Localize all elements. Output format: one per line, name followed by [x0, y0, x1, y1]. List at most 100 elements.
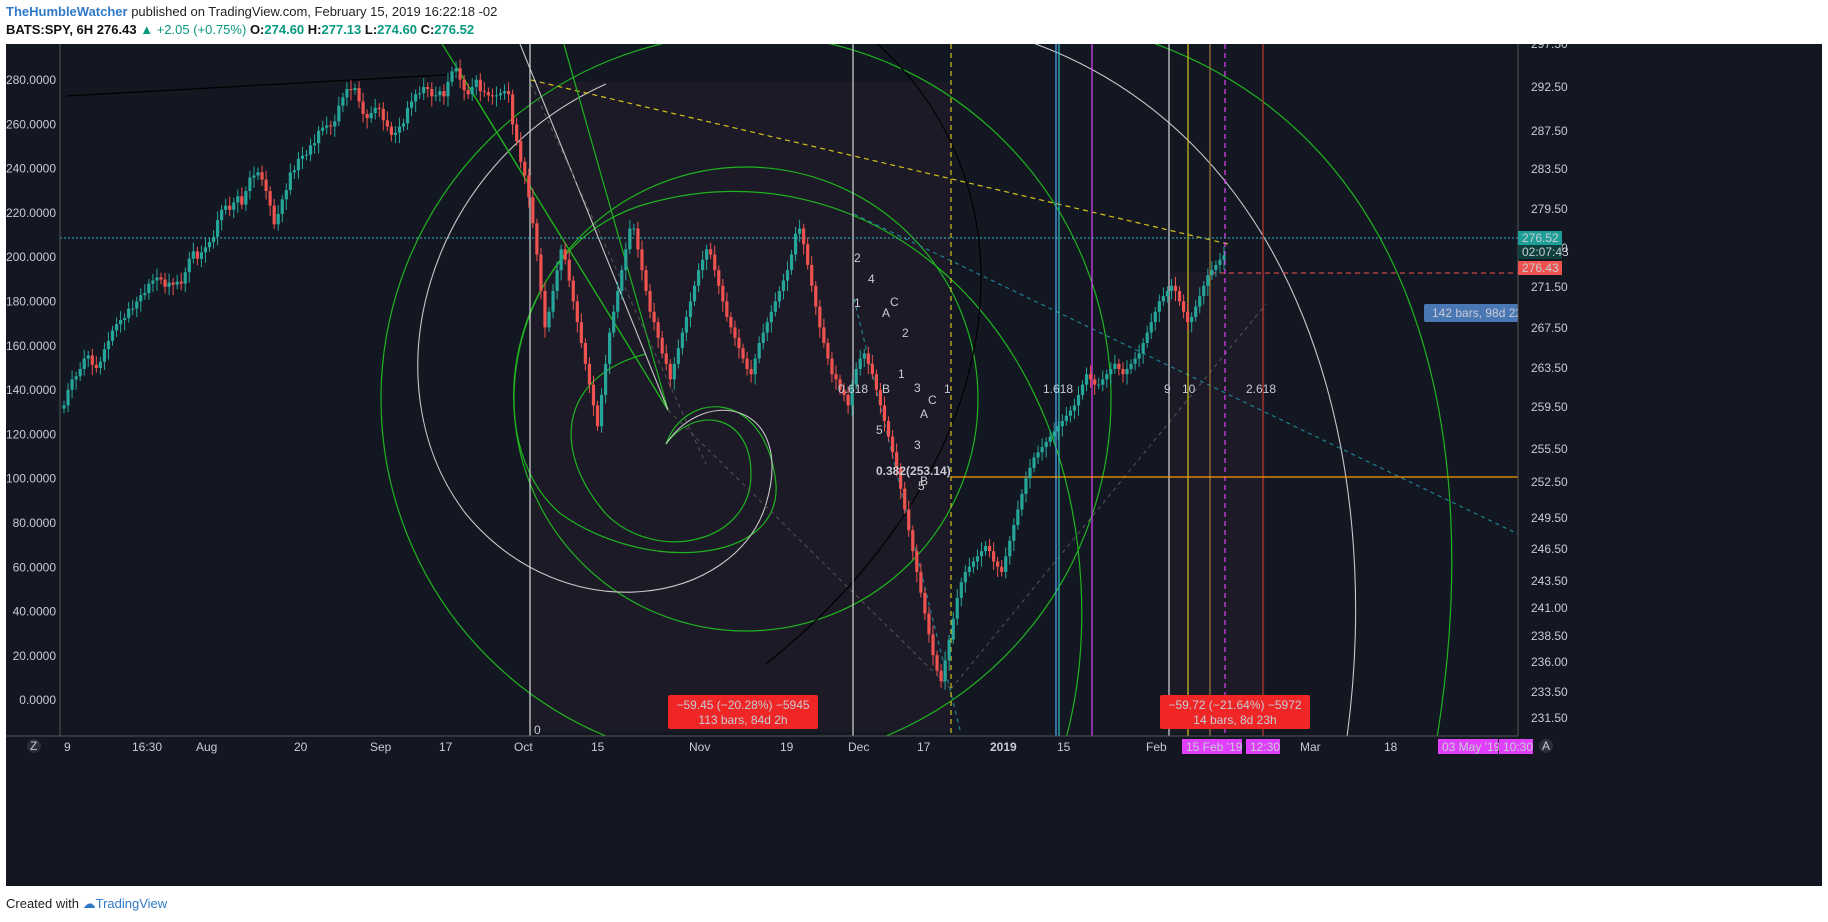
candle-body: [1141, 342, 1145, 354]
candle-body: [118, 320, 123, 325]
candle-body: [1109, 368, 1113, 375]
fib-label-0: 0: [534, 723, 541, 737]
candle-body: [660, 337, 664, 354]
left-axis-tick: 80.0000: [13, 516, 57, 530]
candle-body: [903, 488, 907, 510]
candle-body: [248, 177, 252, 192]
candle-body: [1048, 436, 1052, 442]
right-axis-tick: 292.50: [1531, 80, 1568, 94]
right-axis-tick: 233.50: [1531, 685, 1568, 699]
candle-body: [895, 452, 899, 468]
candle-body: [296, 158, 301, 171]
measure-badge-2-line2: 14 bars, 8d 23h: [1193, 713, 1276, 727]
candle-body: [94, 364, 98, 368]
candle-body: [535, 223, 539, 255]
candle-body: [1040, 447, 1044, 453]
candle-body: [878, 389, 883, 406]
wave-label-14: 5: [918, 479, 925, 493]
last-tag: 276.43: [1522, 261, 1559, 275]
retracement-label: 0.382(253.14): [876, 464, 951, 478]
fib-label-6: 2.618: [1246, 382, 1276, 396]
right-axis-tick: 279.50: [1531, 202, 1568, 216]
candle-body: [1089, 374, 1093, 380]
candle-body: [1020, 493, 1024, 510]
candle-body: [474, 79, 478, 87]
left-axis-tick: 40.0000: [13, 605, 57, 619]
candle-body: [1076, 395, 1081, 406]
candle-body: [98, 361, 102, 368]
candle-body: [785, 270, 790, 281]
candle-body: [551, 290, 555, 312]
price-chart[interactable]: 0 0.618 1 1.618 9 10 2.618 0.382(253.14) 2 4 1 C A B 2…: [6, 44, 1822, 886]
candle-body: [862, 353, 866, 359]
time-tag-box-15: [1182, 739, 1242, 754]
up-arrow-icon: ▲: [140, 22, 154, 37]
candle-body: [644, 270, 648, 291]
candle-body: [753, 358, 757, 375]
candle-body: [874, 374, 879, 390]
right-axis-tick: 297.50: [1531, 44, 1568, 51]
auto-scale-icon: [1539, 739, 1553, 753]
left-axis-tick: 220.0000: [6, 206, 56, 220]
candle-body: [317, 130, 321, 144]
fib-spiral-white: [417, 83, 773, 593]
candle-body: [842, 389, 846, 396]
plot-area: [60, 44, 1518, 736]
author-link[interactable]: TheHumbleWatcher: [6, 4, 128, 19]
close-tag-box: [1518, 231, 1562, 245]
left-axis-tick: 280.0000: [6, 73, 56, 87]
candle-body: [494, 95, 499, 97]
candle-body: [773, 301, 777, 312]
candle-body: [971, 561, 976, 567]
time-axis-tick: 15: [1057, 740, 1071, 754]
candle-body: [652, 311, 656, 323]
candle-body: [575, 301, 579, 323]
time-axis-tick: 9: [64, 740, 71, 754]
candle-body: [567, 259, 571, 281]
candle-body: [155, 277, 159, 281]
candle-body: [62, 405, 66, 409]
candle-body: [280, 199, 284, 214]
candle-body: [405, 107, 410, 124]
candle-body: [78, 368, 82, 377]
candle-body: [211, 236, 216, 243]
wave-label-0: 2: [854, 251, 861, 265]
candle-body: [272, 205, 276, 225]
time-axis-tick: 03 May '19: [1442, 740, 1501, 754]
left-axis-tick: 20.0000: [13, 649, 57, 663]
fib-arc-green-2: [380, 44, 1112, 736]
candle-body: [890, 436, 895, 453]
time-axis-tick: Oct: [514, 740, 533, 754]
candle-body: [191, 251, 195, 259]
chart-header: TheHumbleWatcher published on TradingVie…: [0, 0, 1828, 44]
wave-label-3: C: [890, 295, 899, 309]
candle-body: [979, 551, 984, 557]
candle-body: [822, 327, 826, 343]
candle-body: [810, 264, 814, 286]
candle-body: [519, 141, 523, 162]
candle-body: [996, 561, 1000, 567]
left-axis-tick: 60.0000: [13, 560, 57, 574]
candle-body: [454, 68, 458, 72]
candle-body: [292, 170, 296, 173]
candle-body: [1165, 290, 1170, 297]
candle-body: [1153, 311, 1157, 323]
auto-scale-icon-label: A: [1542, 739, 1550, 753]
tradingview-brand[interactable]: TradingView: [95, 896, 168, 911]
candle-body: [308, 145, 313, 155]
black-arc: [765, 44, 982, 665]
candle-body: [531, 197, 535, 224]
candle-body: [672, 363, 676, 380]
wave-label-13: 3: [914, 438, 921, 452]
wave-label-7: 1: [898, 367, 905, 381]
candle-body: [846, 395, 850, 406]
candle-body: [341, 97, 345, 106]
candle-body: [397, 126, 402, 133]
candle-body: [1198, 296, 1202, 307]
candle-body: [462, 79, 466, 91]
candle-body: [587, 363, 592, 385]
candle-body: [333, 121, 337, 127]
candle-body: [288, 172, 292, 191]
candle-body: [409, 101, 414, 108]
